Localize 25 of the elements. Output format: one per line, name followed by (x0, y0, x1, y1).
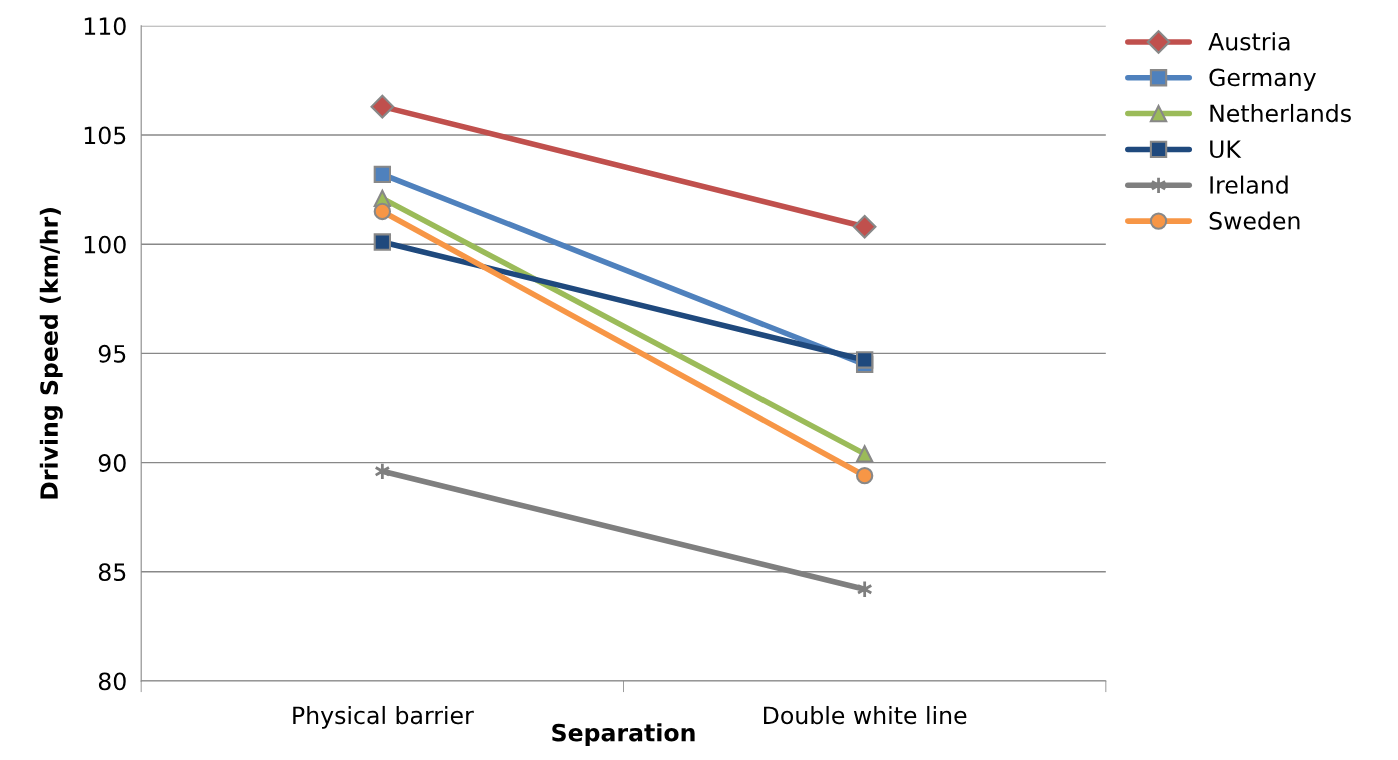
point (373, 202, 392, 221)
y-tick-label: 105 (84, 126, 126, 145)
point (373, 165, 392, 184)
y-axis-title: Driving Speed (km/hr) (39, 208, 63, 499)
y-tick-label: 95 (98, 344, 126, 363)
legend-label: Sweden (1209, 211, 1300, 230)
x-axis-title: Separation (552, 723, 695, 747)
x-tick-label: Double white line (764, 705, 967, 725)
legend-label: Germany (1209, 68, 1316, 91)
y-tick-label: 100 (84, 235, 126, 254)
point (855, 467, 874, 485)
point (855, 445, 874, 463)
legend-label: Austria (1208, 32, 1290, 51)
point (855, 351, 874, 369)
y-tick-label: 85 (98, 563, 126, 582)
x-tick-label: Physical barrier (293, 705, 474, 729)
y-tick-label: 90 (98, 454, 126, 472)
legend-label: Ireland (1210, 175, 1288, 194)
legend-label: Netherlands (1210, 103, 1351, 123)
y-tick-label: 80 (98, 672, 126, 691)
y-tick-label: 110 (84, 17, 126, 36)
point (373, 233, 392, 251)
point (370, 94, 395, 119)
legend-label: UK (1210, 140, 1242, 159)
point (852, 214, 877, 239)
